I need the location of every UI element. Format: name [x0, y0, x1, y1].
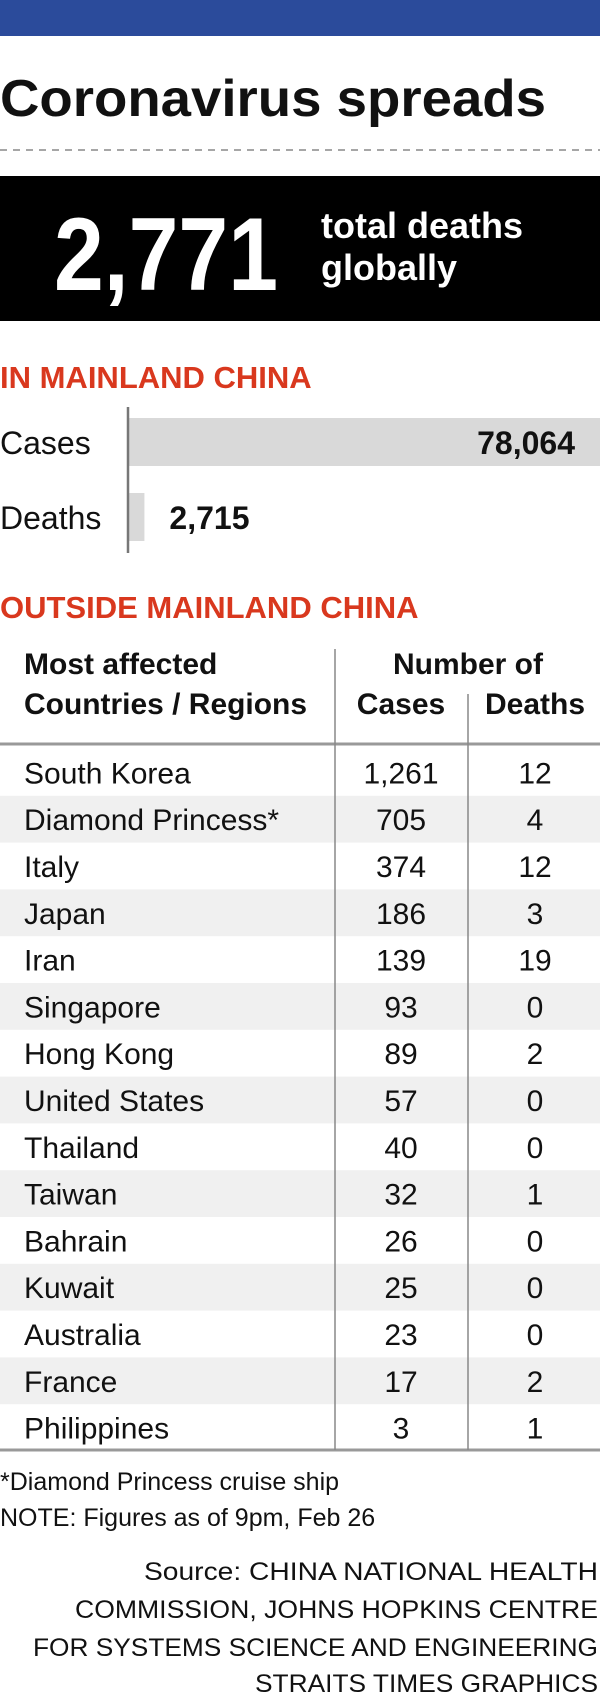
- section-title: IN MAINLAND CHINA: [0, 360, 312, 395]
- headline-box: [0, 176, 600, 321]
- row-stripe: [0, 795, 600, 843]
- headline-value: 2,771: [54, 197, 278, 313]
- cases-cell: 186: [376, 898, 426, 931]
- category-label: Deaths: [0, 500, 101, 536]
- country-cell: Taiwan: [24, 1179, 117, 1212]
- deaths-cell: 0: [527, 1225, 544, 1258]
- headline-label: total deaths: [321, 205, 523, 246]
- country-cell: Thailand: [24, 1132, 139, 1165]
- deaths-cell: 2: [527, 1366, 544, 1399]
- cases-cell: 3: [393, 1413, 410, 1446]
- column-header: Number of: [393, 648, 544, 681]
- source: STRAITS TIMES GRAPHICS: [255, 1670, 598, 1698]
- row-stripe: [0, 889, 600, 937]
- cases-cell: 57: [384, 1085, 417, 1118]
- country-cell: France: [24, 1366, 117, 1399]
- deaths-cell: 12: [518, 757, 551, 790]
- cases-cell: 89: [384, 1038, 417, 1071]
- country-cell: Diamond Princess*: [24, 804, 279, 837]
- deaths-cell: 0: [527, 1085, 544, 1118]
- row-stripe: [0, 1170, 600, 1217]
- column-header: Most affected: [24, 648, 217, 681]
- deaths-cell: 0: [527, 1272, 544, 1305]
- country-cell: Philippines: [24, 1413, 169, 1446]
- section-title: OUTSIDE MAINLAND CHINA: [0, 590, 419, 625]
- cases-cell: 26: [384, 1225, 417, 1258]
- country-cell: Japan: [24, 898, 106, 931]
- country-cell: Singapore: [24, 991, 161, 1024]
- headline-label: globally: [321, 247, 457, 288]
- country-cell: Kuwait: [24, 1272, 115, 1305]
- deaths-cell: 19: [518, 945, 551, 978]
- column-header: Deaths: [485, 688, 585, 721]
- value-label: 2,715: [169, 500, 249, 536]
- cases-cell: 139: [376, 945, 426, 978]
- note: *Diamond Princess cruise ship: [0, 1468, 339, 1496]
- cases-cell: 25: [384, 1272, 417, 1305]
- cases-cell: 32: [384, 1179, 417, 1212]
- column-header: Cases: [357, 688, 445, 721]
- deaths-cell: 0: [527, 1319, 544, 1352]
- row-stripe: [0, 1357, 600, 1405]
- row-stripe: [0, 983, 600, 1030]
- bar: [128, 418, 600, 466]
- source: FOR SYSTEMS SCIENCE AND ENGINEERING: [33, 1634, 598, 1662]
- deaths-cell: 3: [527, 898, 544, 931]
- country-cell: Hong Kong: [24, 1038, 174, 1071]
- country-cell: Bahrain: [24, 1225, 127, 1258]
- deaths-cell: 2: [527, 1038, 544, 1071]
- cases-cell: 93: [384, 991, 417, 1024]
- source: COMMISSION, JOHNS HOPKINS CENTRE: [75, 1596, 598, 1624]
- deaths-cell: 1: [527, 1413, 544, 1446]
- row-stripe: [0, 1076, 600, 1124]
- row-stripe: [0, 1263, 600, 1311]
- deaths-cell: 0: [527, 1132, 544, 1165]
- deaths-cell: 1: [527, 1179, 544, 1212]
- source: Source: CHINA NATIONAL HEALTH: [144, 1558, 598, 1586]
- deaths-cell: 4: [527, 804, 544, 837]
- country-cell: United States: [24, 1085, 204, 1118]
- cases-cell: 705: [376, 804, 426, 837]
- deaths-cell: 12: [518, 851, 551, 884]
- country-cell: Australia: [24, 1319, 141, 1352]
- deaths-cell: 0: [527, 991, 544, 1024]
- top-band: [0, 0, 600, 36]
- title: Coronavirus spreads: [0, 70, 546, 128]
- cases-cell: 23: [384, 1319, 417, 1352]
- value-label: 78,064: [477, 425, 575, 461]
- column-header: Countries / Regions: [24, 688, 307, 721]
- note: NOTE: Figures as of 9pm, Feb 26: [0, 1504, 375, 1532]
- country-cell: South Korea: [24, 757, 191, 790]
- cases-cell: 17: [384, 1366, 417, 1399]
- bar: [128, 493, 145, 541]
- cases-cell: 40: [384, 1132, 417, 1165]
- cases-cell: 1,261: [363, 757, 438, 790]
- country-cell: Italy: [24, 851, 79, 884]
- category-label: Cases: [0, 425, 91, 461]
- country-cell: Iran: [24, 945, 76, 978]
- cases-cell: 374: [376, 851, 426, 884]
